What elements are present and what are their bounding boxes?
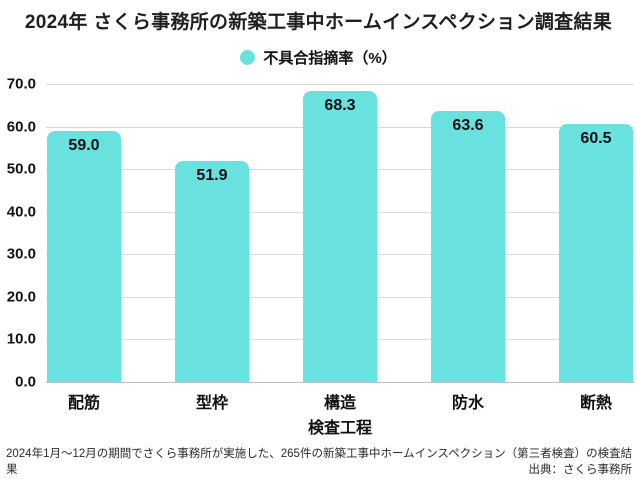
gridline [46, 382, 634, 383]
x-tick-label: 防水 [451, 395, 484, 412]
bar-value-label: 63.6 [452, 117, 484, 135]
legend: 不具合指摘率（%） [0, 47, 637, 68]
y-tick-label: 20.0 [6, 288, 36, 306]
gridline [46, 84, 634, 85]
x-tick-label: 配筋 [67, 395, 100, 412]
y-axis-labels: 70.0 60.0 50.0 40.0 30.0 20.0 10.0 0.0 [0, 76, 40, 391]
bar-value-label: 51.9 [196, 167, 228, 185]
x-tick-label: 断熱 [579, 395, 612, 412]
legend-marker-icon [240, 50, 256, 65]
y-tick-label: 70.0 [6, 75, 36, 93]
y-tick-label: 50.0 [6, 160, 36, 178]
footer-note: 2024年1月～12月の期間でさくら事務所が実施した、265件の新築工事中ホーム… [6, 448, 633, 476]
bar-構造: 68.3 [303, 91, 377, 382]
x-tick-label: 構造 [323, 395, 356, 412]
y-tick-label: 40.0 [6, 203, 36, 221]
bar-value-label: 60.5 [580, 130, 612, 148]
bar-value-label: 68.3 [324, 97, 356, 115]
y-tick-label: 10.0 [6, 330, 36, 348]
bars-container: 59.0 51.9 68.3 63.6 60.5 [46, 84, 634, 382]
y-tick-label: 60.0 [6, 118, 36, 136]
x-axis-labels: 配筋 型枠 構造 防水 断熱 [46, 389, 634, 413]
bar-断熱: 60.5 [559, 124, 633, 382]
y-tick-label: 0.0 [15, 373, 36, 391]
x-tick-label: 型枠 [195, 395, 228, 412]
footer-source: 出典：さくら事務所 [528, 464, 633, 476]
legend-label: 不具合指摘率（%） [263, 50, 397, 67]
chart-title: 2024年 さくら事務所の新築工事中ホームインスペクション調査結果 [24, 12, 613, 33]
bar-配筋: 59.0 [47, 130, 121, 382]
bar-防水: 63.6 [431, 111, 505, 382]
y-tick-label: 30.0 [6, 245, 36, 263]
plot-area: 59.0 51.9 68.3 63.6 60.5 [46, 84, 634, 383]
x-axis-title: 検査工程 [307, 420, 372, 437]
bar-型枠: 51.9 [175, 161, 249, 382]
bar-value-label: 59.0 [68, 136, 100, 154]
